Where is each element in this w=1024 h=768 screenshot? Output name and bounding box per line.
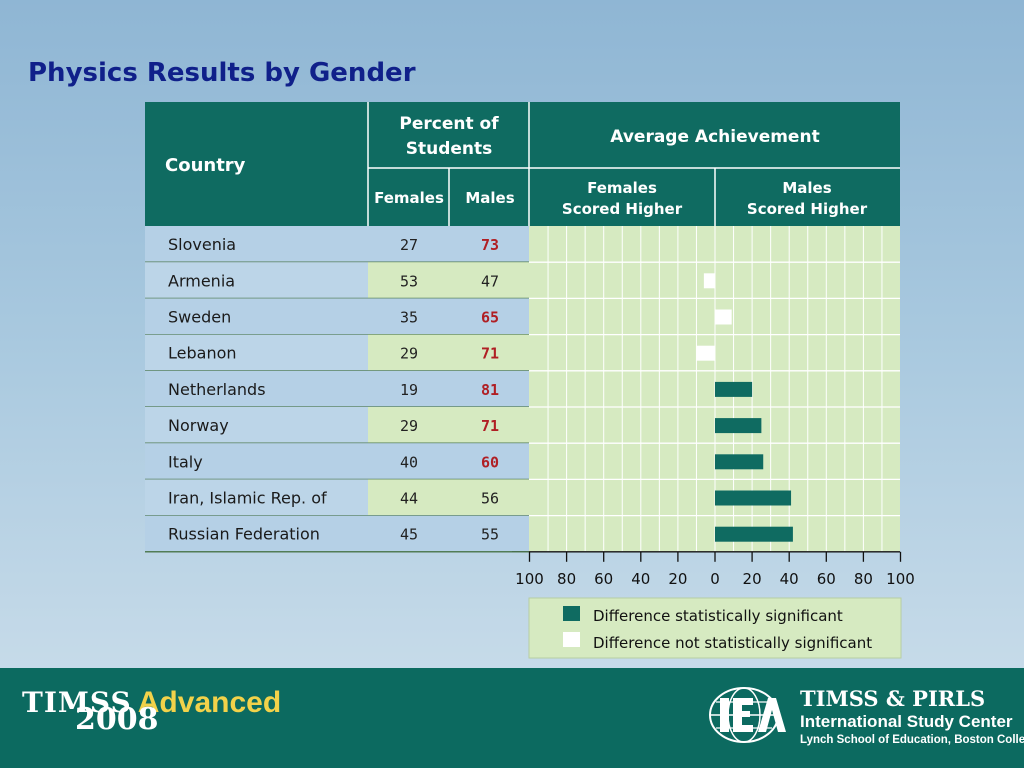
country-cell [145, 515, 368, 552]
header-males-higher-2: Scored Higher [747, 200, 868, 218]
header-percent-line1: Percent of [399, 114, 499, 134]
female-percent: 40 [400, 453, 418, 471]
x-axis: 100 80 60 40 20 0 20 40 60 80 100 [145, 551, 915, 588]
percent-cell [368, 443, 529, 480]
logo-text: IEA [772, 736, 774, 739]
axis-tick-label: 60 [594, 570, 613, 588]
brand-suffix: Advanced [137, 686, 282, 719]
country-labels: Slovenia Armenia Sweden Lebanon Netherlands N… [168, 235, 327, 544]
difference-bar [703, 273, 715, 289]
percent-values: 27 73 53 47 35 65 29 71 19 81 29 71 40 60 44 56 45 55 [400, 236, 499, 544]
country-label: Lebanon [168, 344, 237, 363]
center-subtitle: International Study Center [800, 712, 1013, 731]
percent-cell [368, 334, 529, 371]
female-percent: 53 [400, 272, 418, 290]
brand-name: TIMSS [22, 686, 132, 719]
percent-cell [368, 515, 529, 552]
difference-bar [696, 345, 715, 361]
percent-cell [368, 298, 529, 335]
country-label: Armenia [168, 271, 235, 290]
female-percent: 35 [400, 309, 418, 327]
brand-year: 2008 [75, 702, 159, 737]
difference-bar [715, 490, 792, 506]
axis-tick-label: 80 [854, 570, 873, 588]
difference-bar [715, 526, 793, 542]
country-label: Netherlands [168, 380, 266, 399]
axis-tick-label: 20 [743, 570, 762, 588]
difference-bar [715, 381, 753, 397]
difference-bar [715, 454, 764, 470]
country-cell [145, 370, 368, 407]
country-cell [145, 334, 368, 371]
header-females-higher-1: Females [587, 179, 657, 197]
axis-tick-label: 100 [515, 570, 544, 588]
female-percent: 29 [400, 417, 418, 435]
axis-tick-label: 20 [668, 570, 687, 588]
percent-cell [368, 370, 529, 407]
country-cell [145, 407, 368, 444]
difference-bar [715, 418, 762, 434]
female-percent: 19 [400, 381, 418, 399]
center-affiliation: Lynch School of Education, Boston Colleg… [800, 734, 1024, 746]
center-brand: IEA TIMSS & PIRLS International Study Ce… [708, 684, 1024, 758]
footer-bar: TIMSS Advanced 2008 IEA TIMSS & PIRLS Int… [0, 668, 1024, 768]
country-cell [145, 443, 368, 480]
header-females-higher-2: Scored Higher [562, 200, 683, 218]
male-percent: 71 [481, 345, 499, 363]
axis-tick-label: 80 [557, 570, 576, 588]
row-backgrounds [145, 226, 900, 553]
female-percent: 45 [400, 526, 418, 544]
male-percent: 56 [481, 490, 499, 508]
axis-tick-label: 40 [631, 570, 650, 588]
difference-bar [715, 309, 732, 325]
female-percent: 44 [400, 490, 418, 508]
female-percent: 27 [400, 236, 418, 254]
country-cell [145, 262, 368, 299]
difference-bars [696, 273, 793, 542]
percent-cell [368, 479, 529, 516]
percent-cell [368, 226, 529, 263]
male-percent: 71 [481, 417, 499, 435]
iea-globe-logo: IEA [709, 687, 786, 743]
percent-cell [368, 262, 529, 299]
male-percent: 60 [481, 453, 499, 471]
male-percent: 65 [481, 309, 499, 327]
axis-tick-label: 0 [710, 570, 720, 588]
header-males: Males [465, 189, 514, 207]
page-title: Physics Results by Gender [28, 58, 416, 88]
axis-tick-label: 40 [780, 570, 799, 588]
female-percent: 29 [400, 345, 418, 363]
axis-tick-label: 60 [817, 570, 836, 588]
header-males-higher-1: Males [782, 179, 831, 197]
legend-significant-swatch [563, 606, 580, 621]
country-label: Iran, Islamic Rep. of [168, 489, 327, 508]
male-percent: 47 [481, 272, 499, 290]
male-percent: 55 [481, 526, 499, 544]
table-header-bg [145, 102, 900, 226]
country-label: Norway [168, 416, 229, 435]
country-label: Italy [168, 452, 203, 471]
center-name: TIMSS & PIRLS [800, 686, 986, 711]
header-country: Country [165, 155, 246, 176]
header-females: Females [374, 189, 444, 207]
male-percent: 81 [481, 381, 499, 399]
physics-gender-chart: Country Percent of Students Females Male… [145, 102, 915, 659]
country-label: Sweden [168, 308, 231, 327]
country-label: Slovenia [168, 235, 236, 254]
gridlines [547, 226, 883, 552]
country-label: Russian Federation [168, 525, 320, 544]
legend-not-significant-label: Difference not statistically significant [593, 634, 872, 652]
timss-advanced-logo: TIMSS Advanced [22, 686, 281, 720]
legend-significant-label: Difference statistically significant [593, 607, 843, 625]
header-percent-line2: Students [406, 139, 493, 159]
country-cell [145, 479, 368, 516]
percent-cell [368, 407, 529, 444]
header-average-achievement: Average Achievement [610, 127, 819, 147]
axis-tick-label: 100 [886, 570, 915, 588]
male-percent: 73 [481, 236, 499, 254]
country-cell [145, 298, 368, 335]
legend-not-significant-swatch [563, 632, 580, 647]
legend-box [528, 597, 902, 659]
country-cell [145, 226, 368, 263]
